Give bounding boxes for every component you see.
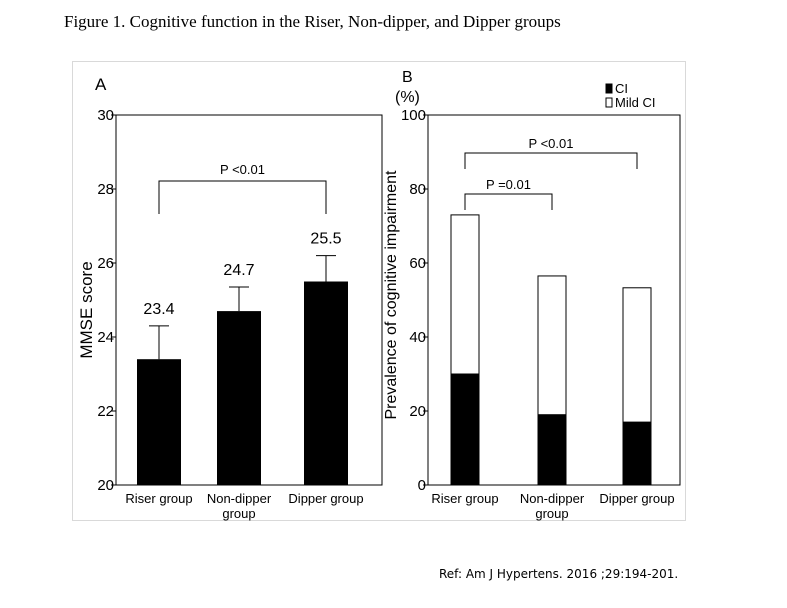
x-tick-label: group: [222, 506, 255, 521]
bar: [217, 311, 261, 485]
bar: [137, 359, 181, 485]
stacked-bar-segment: [537, 275, 567, 416]
significance-bracket: [464, 193, 553, 210]
x-tick-label: Dipper group: [599, 491, 674, 506]
bar: [304, 281, 348, 485]
y-tick-label: 20: [97, 477, 114, 494]
significance-label: P <0.01: [529, 136, 574, 151]
y-axis-label: MMSE score: [77, 261, 96, 358]
y-tick-label: 28: [97, 181, 114, 198]
panel-letter: A: [95, 75, 107, 94]
stacked-bar-segment: [622, 287, 652, 423]
legend-label: Mild CI: [615, 95, 655, 110]
stacked-bar-segment: [537, 414, 567, 486]
y-tick-label: 24: [97, 329, 114, 346]
value-label: 24.7: [223, 262, 254, 279]
x-tick-label: Riser group: [431, 491, 498, 506]
panel-letter: B: [402, 69, 413, 86]
y-tick-label: 100: [401, 107, 426, 124]
y-tick-label: 40: [409, 329, 426, 346]
y-unit-label: (%): [395, 89, 420, 106]
significance-label: P =0.01: [486, 177, 531, 192]
x-tick-label: group: [535, 506, 568, 521]
figure-frame: [72, 61, 686, 521]
y-tick-label: 26: [97, 255, 114, 272]
significance-label: P <0.01: [220, 162, 265, 177]
legend-swatch: [605, 97, 613, 108]
significance-bracket: [464, 152, 638, 169]
y-axis-label: Prevalence of cognitive impairment: [383, 170, 400, 420]
stacked-bar-segment: [450, 214, 480, 375]
y-tick-label: 22: [97, 403, 114, 420]
y-tick-label: 20: [409, 403, 426, 420]
y-tick-label: 0: [418, 477, 426, 494]
value-label: 23.4: [143, 301, 174, 318]
y-tick-label: 30: [97, 107, 114, 124]
stacked-bar-segment: [450, 373, 480, 486]
x-tick-label: Non-dipper: [207, 491, 272, 506]
y-tick-label: 60: [409, 255, 426, 272]
x-tick-label: Non-dipper: [520, 491, 585, 506]
legend-label: CI: [615, 81, 628, 96]
stacked-bar-segment: [622, 421, 652, 486]
x-tick-label: Dipper group: [288, 491, 363, 506]
figure-title: Figure 1. Cognitive function in the Rise…: [64, 12, 561, 31]
value-label: 25.5: [310, 231, 341, 248]
significance-bracket: [158, 180, 327, 214]
reference-text: Ref: Am J Hypertens. 2016 ;29:194-201.: [439, 567, 679, 581]
x-tick-label: Riser group: [125, 491, 192, 506]
y-tick-label: 80: [409, 181, 426, 198]
legend-swatch: [605, 83, 613, 94]
